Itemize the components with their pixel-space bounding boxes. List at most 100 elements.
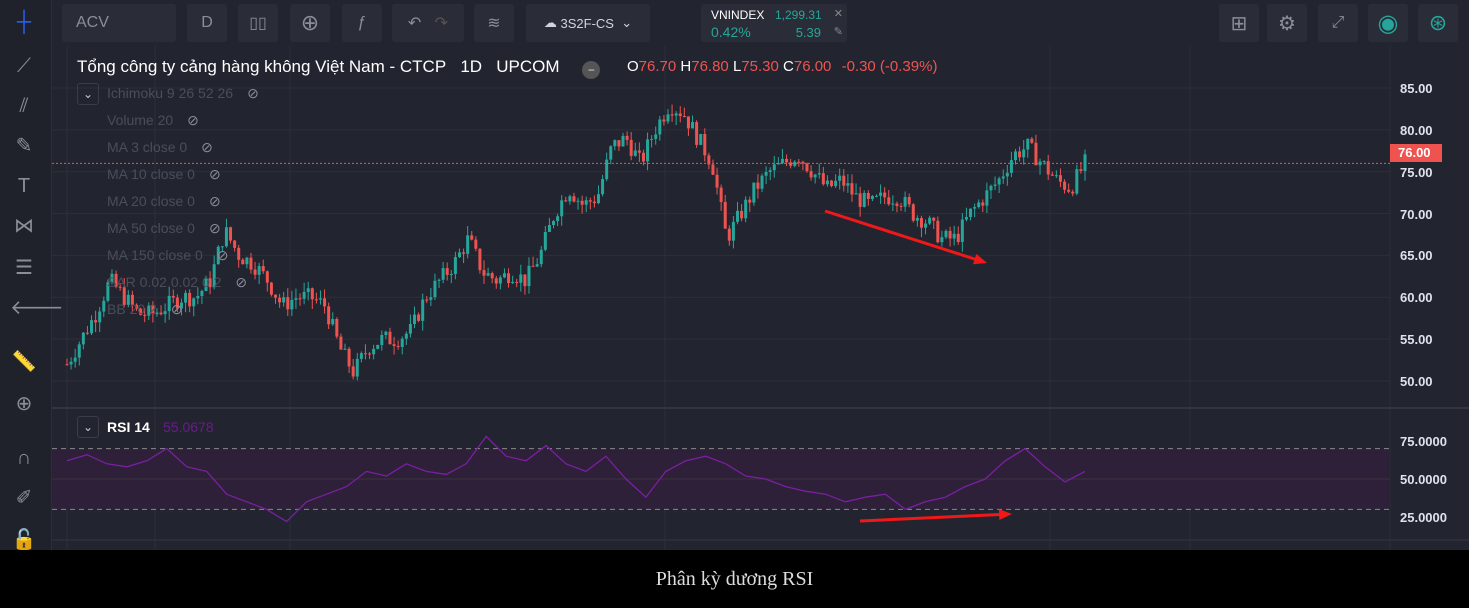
caption: Phân kỳ dương RSI (0, 550, 1469, 608)
layout-name: 3S2F-CS (560, 15, 614, 31)
candle-body (188, 292, 192, 307)
candle-body (331, 318, 335, 325)
candle-body (327, 306, 331, 325)
divergence-arrow (824, 209, 978, 262)
redo-icon[interactable]: ↷ (434, 15, 449, 32)
candle-body (858, 193, 862, 207)
indicator-legend-item[interactable]: SAR 0.02 0.02 0.2 ⊘ (107, 274, 247, 291)
candle-body (654, 134, 658, 139)
trend-line-icon[interactable]: ⟋ (17, 55, 31, 77)
gear-icon[interactable]: ⚙ (1267, 4, 1307, 42)
magnet-icon[interactable]: ∩ (16, 447, 32, 469)
indicator-legend-item[interactable]: MA 20 close 0 ⊘ (107, 193, 221, 210)
price-tick-label: 70.00 (1400, 206, 1433, 222)
exchange: UPCOM (496, 57, 560, 76)
indicator-legend-item[interactable]: MA 50 close 0 ⊘ (107, 220, 221, 237)
parallel-lines-icon[interactable]: ⫽ (19, 95, 29, 117)
candle-body (490, 273, 494, 279)
eye-off-icon[interactable]: ⊘ (216, 247, 229, 263)
candle-body (376, 344, 380, 349)
price-tick-label: 75.00 (1400, 164, 1433, 180)
eye-off-icon[interactable]: ⊘ (247, 85, 259, 101)
candle-body (772, 164, 776, 171)
add-compare-icon[interactable]: ⊕ (290, 4, 330, 42)
indicator-legend-item[interactable]: BB 20 2 ⊘ (107, 301, 183, 318)
candle-body (997, 178, 1001, 185)
text-icon[interactable]: T (17, 175, 31, 197)
eye-off-icon[interactable]: ⊘ (187, 112, 199, 128)
symbol-search[interactable]: ACV (62, 4, 176, 42)
candle-body (731, 221, 735, 241)
index-widget[interactable]: VNINDEX 1,299.31 0.42% 5.39 ✕ ✎ (701, 4, 847, 42)
candle-body (846, 183, 850, 186)
candle-body (789, 162, 793, 166)
indicator-legend-toggle[interactable]: ⌄ (77, 83, 99, 105)
eye-off-icon[interactable]: ⊘ (201, 139, 213, 155)
chevron-down-icon: ⌄ (613, 15, 633, 30)
candle-body (220, 246, 224, 248)
layout-dropdown[interactable]: ☁ 3S2F-CS ⌄ (526, 4, 650, 42)
candle-body (764, 171, 768, 176)
candle-body (646, 139, 650, 162)
undo-icon[interactable]: ↶ (407, 15, 422, 32)
snapshot-icon[interactable]: ◉ (1368, 4, 1408, 42)
edit-icon[interactable]: ✎ (833, 26, 843, 38)
candle-body (274, 294, 278, 298)
alerts-icon[interactable]: ≋ (474, 4, 514, 42)
candle-body (641, 152, 645, 162)
candle-type-icon[interactable]: ▯▯ (238, 4, 278, 42)
candle-body (417, 314, 421, 321)
candle-body (617, 140, 621, 147)
indicator-legend-item[interactable]: Ichimoku 9 26 52 26 ⊘ (107, 85, 259, 102)
candle-body (466, 235, 470, 254)
candle-body (147, 305, 151, 316)
candle-body (179, 302, 183, 309)
eye-off-icon[interactable]: ⊘ (170, 301, 183, 317)
ruler-icon[interactable]: 📏 (11, 351, 37, 373)
rsi-legend-toggle[interactable]: ⌄ (77, 416, 99, 438)
indicators-icon[interactable]: ƒ (342, 4, 382, 42)
brush-icon[interactable]: ✎ (15, 135, 33, 157)
eye-off-icon[interactable]: ⊘ (208, 220, 221, 236)
collapse-icon[interactable]: − (582, 61, 601, 79)
eye-off-icon[interactable]: ⊘ (208, 166, 221, 182)
indicator-legend-item[interactable]: MA 150 close 0 ⊘ (107, 247, 228, 264)
candle-body (257, 266, 261, 275)
candle-body (126, 294, 130, 305)
price-chart[interactable] (0, 0, 1469, 550)
indicator-legend-item[interactable]: Volume 20 ⊘ (107, 112, 199, 129)
candle-body (552, 221, 556, 225)
candle-body (1001, 176, 1005, 179)
candle-body (77, 344, 81, 358)
unlock-icon[interactable]: 🔓 (11, 529, 37, 550)
candle-body (494, 278, 498, 284)
rsi-tick-label: 25.0000 (1400, 510, 1447, 525)
candle-body (1009, 160, 1013, 173)
candle-body (1005, 172, 1009, 177)
crosshair-icon[interactable]: ┼ (16, 11, 32, 33)
fib-icon[interactable]: ☰ (15, 257, 33, 279)
layout-grid-icon[interactable]: ⊞ (1219, 4, 1259, 42)
candle-body (286, 297, 290, 310)
fullscreen-icon[interactable]: ⤢ (1318, 4, 1358, 42)
pattern-icon[interactable]: ⋈ (14, 215, 34, 237)
share-icon[interactable]: ⊛ (1418, 4, 1458, 42)
candle-body (760, 175, 764, 189)
interval-button[interactable]: D (187, 4, 227, 42)
candle-body (1034, 142, 1038, 166)
last-price-label: 76.00 (1390, 144, 1442, 162)
candle-body (715, 174, 719, 188)
index-change: 5.39 (795, 25, 821, 40)
close-icon[interactable]: ✕ (833, 8, 843, 20)
candle-body (355, 358, 359, 377)
eye-off-icon[interactable]: ⊘ (235, 274, 248, 290)
zoom-in-icon[interactable]: ⊕ (15, 393, 33, 415)
indicator-legend-item[interactable]: MA 10 close 0 ⊘ (107, 166, 221, 183)
candle-body (298, 298, 302, 300)
candle-body (785, 158, 789, 163)
indicator-legend-item[interactable]: MA 3 close 0 ⊘ (107, 139, 213, 156)
candle-body (956, 233, 960, 243)
eye-off-icon[interactable]: ⊘ (208, 193, 221, 209)
candle-body (441, 268, 445, 280)
lock-drawing-icon[interactable]: ✐ (15, 487, 33, 509)
